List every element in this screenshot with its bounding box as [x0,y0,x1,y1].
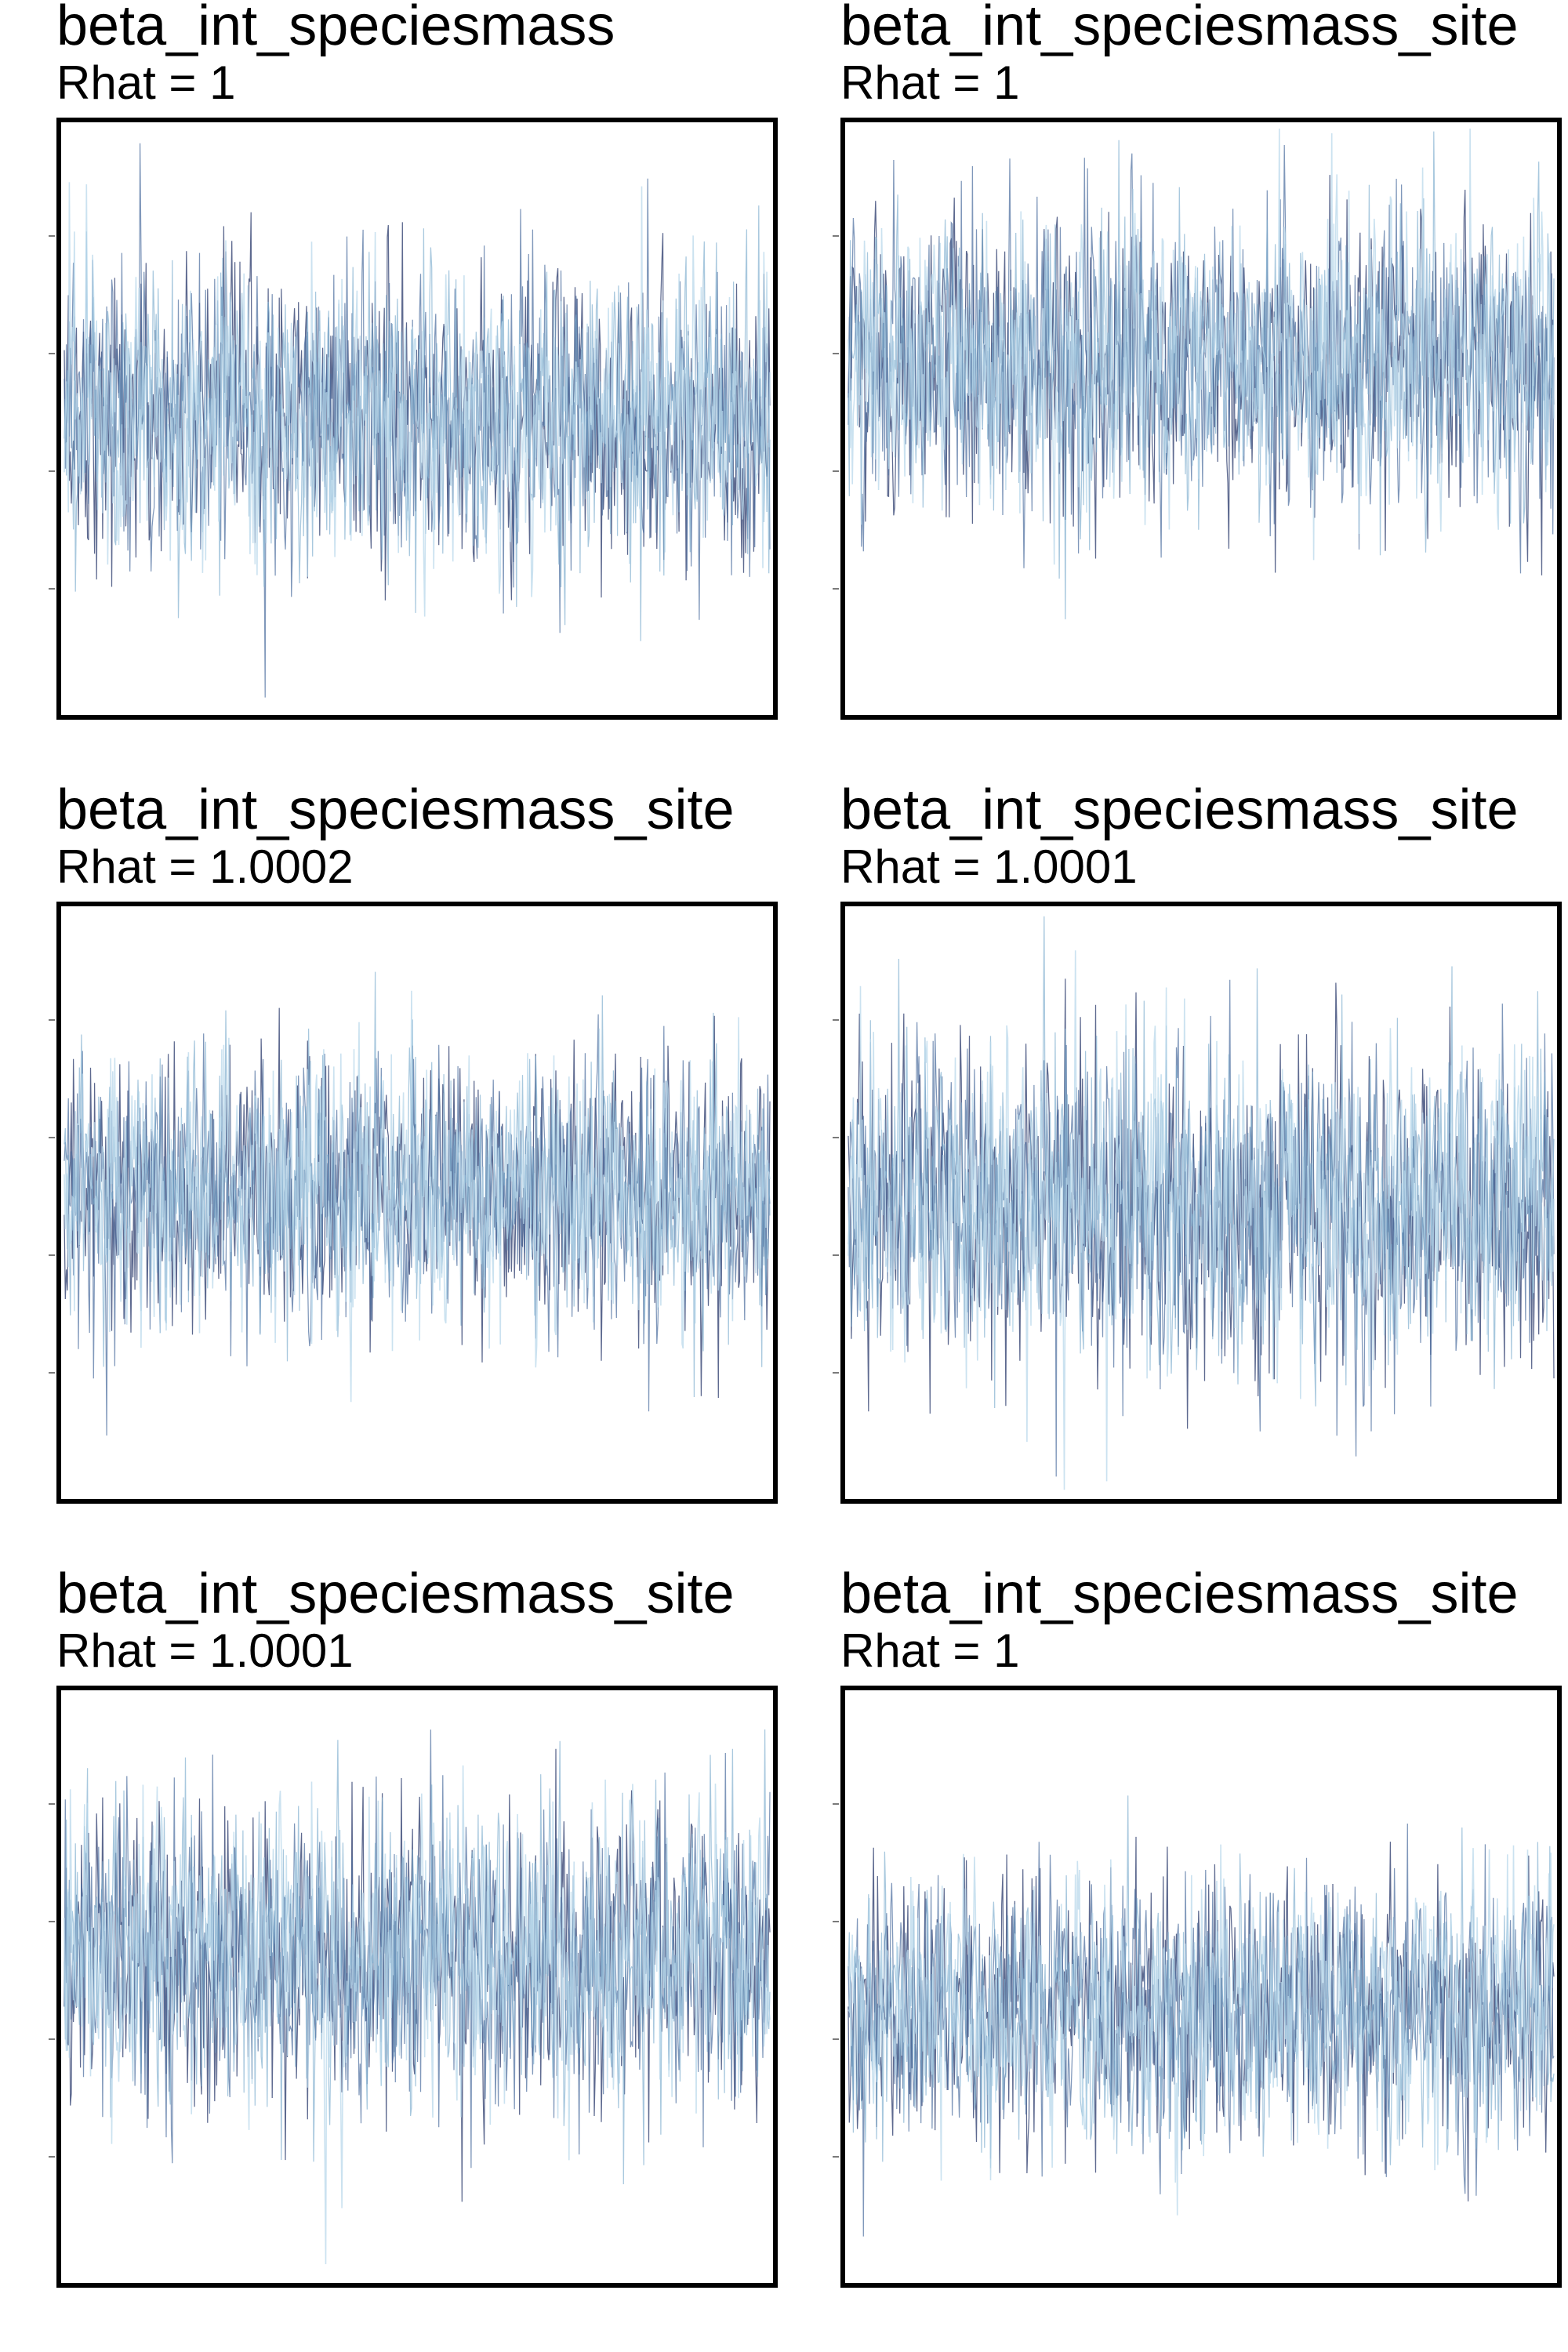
y-tick [49,470,55,472]
rhat-label: Rhat = 1 [840,1624,1020,1677]
plot-frame [56,902,778,1504]
trace-panel-3: beta_int_speciesmass_site Rhat = 1.0002 [49,779,809,1504]
y-tick [49,1137,55,1138]
plot-frame [840,902,1562,1504]
y-tick [833,470,839,472]
chain-4-trace [64,990,771,1403]
y-tick [833,1921,839,1922]
chain-4-trace [848,950,1555,1490]
y-tick [833,1137,839,1138]
chain-3-trace [848,1795,1555,2169]
trace-plot [848,916,1555,1490]
y-tick [833,1803,839,1805]
panel-title: beta_int_speciesmass_site [56,779,735,841]
y-tick [49,1254,55,1256]
panel-title: beta_int_speciesmass_site [840,779,1519,841]
y-tick [49,1372,55,1374]
y-tick [49,1019,55,1021]
trace-plot [848,1795,1555,2237]
trace-panel-4: beta_int_speciesmass_site Rhat = 1.0001 [833,779,1568,1504]
rhat-label: Rhat = 1 [56,56,236,109]
y-tick [49,353,55,354]
plot-frame [840,118,1562,720]
chain-3-trace [64,205,771,641]
y-tick [49,235,55,237]
trace-panel-6: beta_int_speciesmass_site Rhat = 1 [833,1563,1568,2288]
plot-frame [56,118,778,720]
rhat-label: Rhat = 1.0001 [840,840,1138,893]
trace-panel-5: beta_int_speciesmass_site Rhat = 1.0001 [49,1563,809,2288]
trace-plot [848,128,1555,619]
chain-4-trace [848,128,1555,565]
trace-plot [64,143,771,698]
chain-2-trace [848,979,1555,1477]
rhat-label: Rhat = 1.0001 [56,1624,354,1677]
y-tick [49,588,55,590]
y-tick [49,1803,55,1805]
panel-title: beta_int_speciesmass_site [840,1563,1519,1625]
y-tick [833,588,839,590]
y-tick [833,1372,839,1374]
panel-title: beta_int_speciesmass_site [840,0,1519,57]
trace-panel-1: beta_int_speciesmass Rhat = 1 [49,0,809,720]
chain-4-trace [64,1765,771,2265]
panel-title: beta_int_speciesmass [56,0,615,57]
y-tick [49,2038,55,2040]
rhat-label: Rhat = 1 [840,56,1020,109]
chain-4-trace [848,1844,1555,2216]
plot-frame [56,1686,778,2288]
y-tick [833,2156,839,2158]
y-tick [833,353,839,354]
trace-plot [64,971,771,1436]
chain-4-trace [64,182,771,617]
y-tick [833,235,839,237]
y-tick [49,1921,55,1922]
y-tick [833,2038,839,2040]
y-tick [833,1254,839,1256]
trace-panel-2: beta_int_speciesmass_site Rhat = 1 [833,0,1568,720]
panel-title: beta_int_speciesmass_site [56,1563,735,1625]
y-tick [833,1019,839,1021]
plot-frame [840,1686,1562,2288]
rhat-label: Rhat = 1.0002 [56,840,354,893]
y-tick [49,2156,55,2158]
trace-plot [64,1729,771,2265]
